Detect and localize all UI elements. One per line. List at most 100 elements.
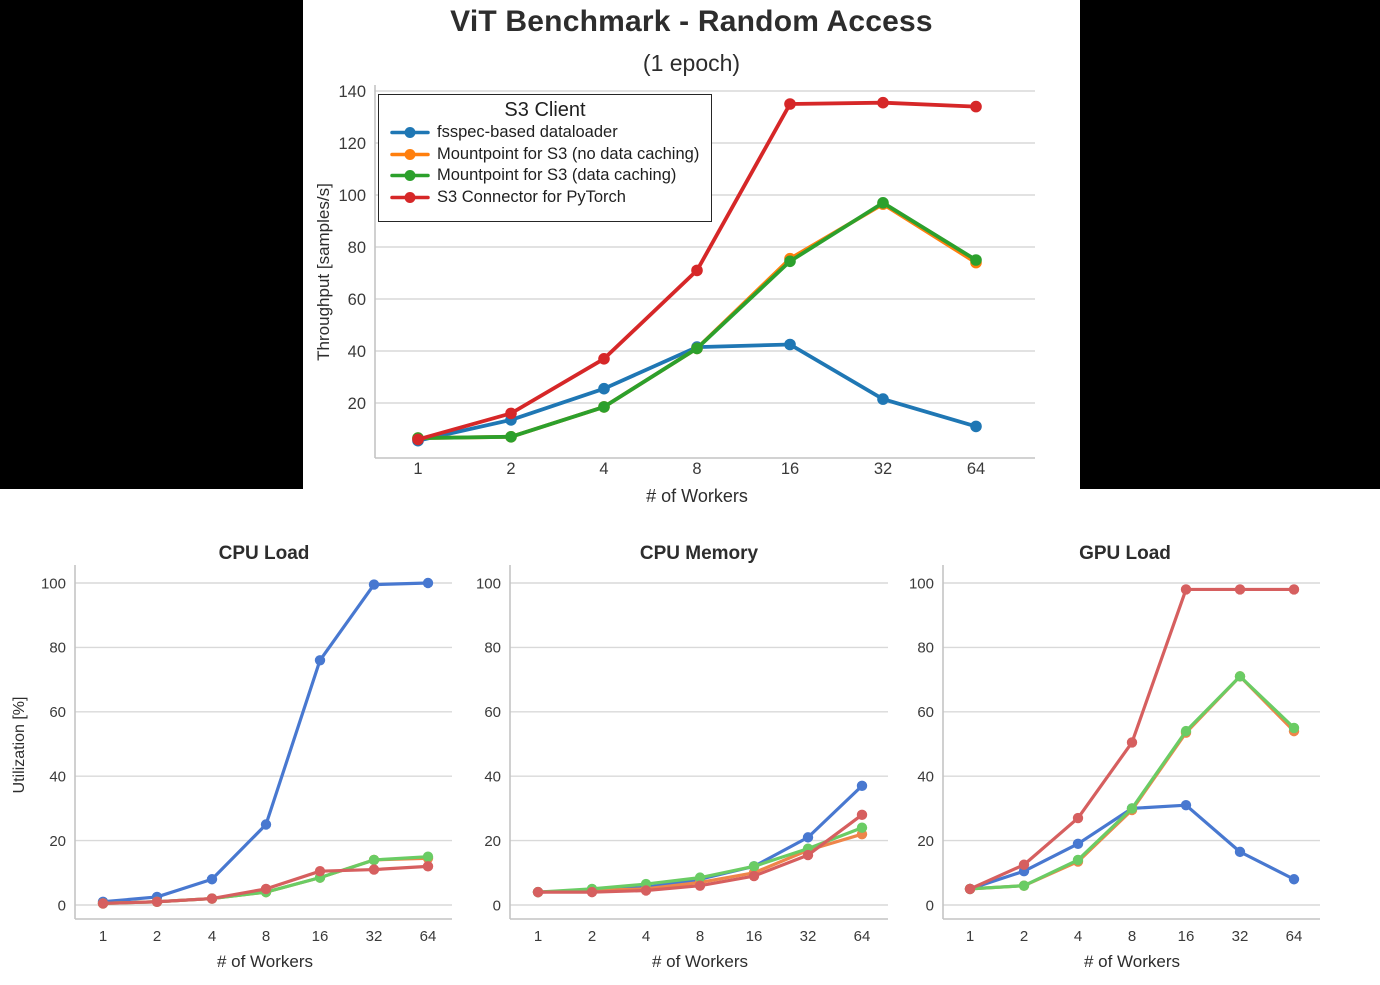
data-point-marker: [1180, 725, 1192, 737]
gpu-load-x-axis-label: # of Workers: [1083, 952, 1181, 971]
x-tick-label: 64: [854, 928, 871, 945]
data-point-marker: [856, 822, 868, 833]
y-tick-label: 140: [338, 83, 366, 101]
data-point-marker: [97, 898, 109, 909]
data-point-marker: [784, 255, 796, 268]
data-point-marker: [1288, 874, 1300, 885]
data-point-marker: [877, 393, 889, 405]
bottom-charts-panel: [0, 489, 1380, 985]
data-point-marker: [1126, 803, 1138, 814]
x-tick-label: 8: [1128, 928, 1136, 945]
data-point-marker: [260, 819, 272, 830]
data-point-marker: [505, 407, 517, 420]
legend-label: fsspec-based dataloader: [437, 123, 618, 142]
y-tick-label: 40: [348, 343, 366, 361]
data-point-marker: [877, 96, 889, 109]
y-tick-label: 0: [493, 897, 501, 914]
x-tick-label: 2: [506, 460, 515, 478]
data-point-marker: [368, 854, 380, 866]
data-point-marker: [877, 197, 889, 209]
legend-box: S3 Client fsspec-based dataloader Mountp…: [378, 94, 712, 222]
data-point-marker: [422, 851, 434, 862]
data-point-marker: [422, 861, 434, 872]
main-chart-subtitle: (1 epoch): [642, 50, 741, 76]
y-tick-label: 60: [49, 704, 66, 721]
data-point-marker: [586, 886, 598, 898]
gpu-load-chart: 0 20 40 60 80 100 1 2 4 8 16 32 64: [909, 565, 1320, 945]
y-tick-label: 0: [926, 897, 934, 914]
y-tick-label: 20: [49, 833, 66, 850]
data-point-marker: [206, 874, 218, 885]
main-chart-title: ViT Benchmark - Random Access: [450, 5, 933, 38]
y-tick-label: 40: [917, 768, 934, 785]
y-tick-label: 100: [338, 187, 366, 205]
x-tick-label: 1: [413, 460, 422, 478]
data-point-marker: [694, 880, 706, 891]
y-tick-label: 80: [484, 640, 501, 657]
x-tick-label: 64: [967, 460, 985, 478]
data-point-marker: [1126, 737, 1138, 748]
throughput-y-axis-label: Throughput [samples/s]: [314, 183, 333, 361]
gpu-load-chart-title: GPU Load: [1079, 543, 1171, 564]
legend-title: S3 Client: [504, 99, 586, 121]
x-tick-label: 32: [874, 460, 892, 478]
x-tick-label: 2: [1020, 928, 1028, 945]
x-tick-label: 16: [781, 460, 799, 478]
data-point-marker: [856, 809, 868, 821]
x-tick-label: 2: [153, 928, 161, 945]
legend-marker-blue-icon: [390, 127, 430, 139]
data-point-marker: [598, 353, 610, 365]
data-point-marker: [748, 870, 760, 882]
legend-marker-green-icon: [390, 170, 430, 182]
x-tick-label: 1: [534, 928, 542, 945]
cpu-load-x-axis-label: # of Workers: [216, 952, 314, 971]
x-tick-label: 16: [312, 928, 329, 945]
data-point-marker: [412, 433, 424, 446]
y-tick-label: 40: [484, 768, 501, 785]
utilization-y-axis-label: Utilization [%]: [11, 696, 28, 794]
x-tick-label: 4: [208, 928, 216, 945]
y-tick-label: 100: [476, 575, 501, 592]
x-tick-label: 4: [599, 460, 608, 478]
data-point-marker: [691, 264, 703, 277]
x-tick-label: 4: [642, 928, 650, 945]
data-point-marker: [970, 420, 982, 433]
legend-label: Mountpoint for S3 (no data caching): [437, 144, 700, 163]
legend-label: Mountpoint for S3 (data caching): [437, 166, 677, 185]
throughput-chart: 20 40 60 80 100 120 140 1 2 4 8 16 32 64: [338, 83, 1035, 478]
data-point-marker: [598, 382, 610, 395]
y-tick-label: 60: [917, 704, 934, 721]
legend-item-fsspec-based-dataloader: fsspec-based dataloader: [379, 122, 711, 144]
data-point-marker: [505, 431, 517, 443]
y-tick-label: 100: [41, 575, 66, 592]
data-point-marker: [314, 865, 326, 877]
data-point-marker: [802, 832, 814, 843]
x-tick-label: 64: [1286, 928, 1303, 945]
data-point-marker: [1180, 799, 1192, 811]
y-tick-label: 20: [484, 833, 501, 850]
y-tick-label: 80: [49, 640, 66, 657]
y-tick-label: 120: [338, 135, 366, 153]
data-point-marker: [802, 849, 814, 861]
series-line-blue: [968, 803, 1296, 891]
data-point-marker: [970, 100, 982, 113]
series-line-green: [968, 674, 1296, 891]
cpu-memory-chart: 0 20 40 60 80 100 1 2 4 8 16 32 64: [476, 565, 888, 945]
data-point-marker: [1072, 854, 1084, 866]
y-tick-label: 0: [58, 897, 66, 914]
x-tick-label: 8: [262, 928, 270, 945]
data-point-marker: [1072, 838, 1084, 850]
data-point-marker: [1288, 584, 1300, 595]
y-tick-label: 60: [348, 291, 366, 309]
x-tick-label: 16: [746, 928, 763, 945]
x-tick-label: 1: [966, 928, 974, 945]
legend-marker-dot: [404, 191, 416, 203]
legend-marker-dot: [404, 148, 416, 160]
data-point-marker: [260, 883, 272, 895]
y-tick-label: 60: [484, 704, 501, 721]
y-tick-label: 40: [49, 768, 66, 785]
cpu-memory-chart-title: CPU Memory: [639, 543, 759, 564]
y-tick-label: 20: [917, 833, 934, 850]
x-tick-label: 4: [1074, 928, 1082, 945]
cpu-load-chart: 0 20 40 60 80 100 1 2 4 8 16 32 64: [41, 565, 452, 945]
